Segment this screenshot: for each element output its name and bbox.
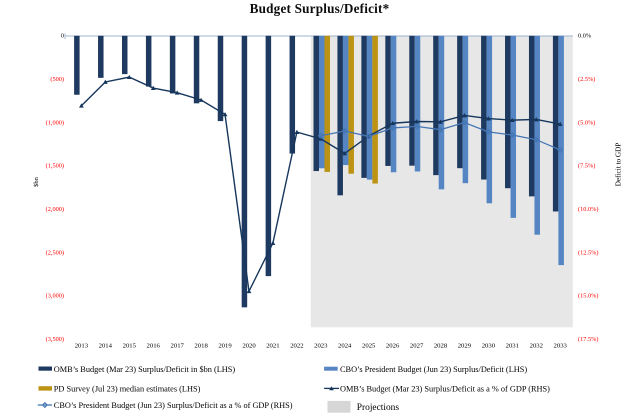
svg-text:(15.0%): (15.0%): [578, 293, 598, 300]
svg-text:OMB’s Budget (Mar 23) Surplus/: OMB’s Budget (Mar 23) Surplus/Deficit in…: [54, 365, 236, 374]
svg-text:2015: 2015: [123, 342, 137, 349]
svg-text:OMB’s Budget (Mar 23) Surplus/: OMB’s Budget (Mar 23) Surplus/Deficit as…: [340, 384, 550, 393]
svg-text:2028: 2028: [434, 342, 448, 349]
svg-text:2013: 2013: [75, 342, 89, 349]
svg-text:2021: 2021: [266, 342, 279, 349]
svg-text:Projections: Projections: [357, 403, 400, 413]
svg-text:(2,500): (2,500): [46, 249, 64, 256]
svg-text:2022: 2022: [290, 342, 303, 349]
svg-text:0.0%: 0.0%: [578, 33, 592, 40]
svg-text:2023: 2023: [314, 342, 328, 349]
svg-text:2026: 2026: [386, 342, 400, 349]
svg-text:(500): (500): [50, 76, 64, 83]
svg-text:CBO’s President Budget (Jun 23: CBO’s President Budget (Jun 23) Surplus/…: [54, 401, 293, 410]
svg-text:(2.5%): (2.5%): [578, 76, 595, 83]
svg-text:(1,500): (1,500): [46, 163, 64, 170]
svg-text:(3,500): (3,500): [46, 336, 64, 343]
svg-text:PD Survey (Jul 23) median esti: PD Survey (Jul 23) median estimates (LHS…: [54, 384, 201, 393]
svg-text:(5.0%): (5.0%): [578, 119, 595, 126]
svg-text:(2,000): (2,000): [46, 206, 64, 213]
svg-text:2014: 2014: [99, 342, 113, 349]
svg-text:2029: 2029: [458, 342, 472, 349]
svg-text:$bn: $bn: [33, 176, 40, 187]
svg-text:Budget Surplus/Deficit*: Budget Surplus/Deficit*: [250, 1, 390, 16]
svg-text:2032: 2032: [530, 342, 543, 349]
svg-text:2017: 2017: [171, 342, 185, 349]
svg-text:(10.0%): (10.0%): [578, 206, 598, 213]
svg-text:CBO’s President Budget (Jun 23: CBO’s President Budget (Jun 23) Surplus/…: [340, 365, 527, 374]
svg-text:2033: 2033: [554, 342, 568, 349]
svg-text:(7.5%): (7.5%): [578, 163, 595, 170]
svg-text:2024: 2024: [338, 342, 352, 349]
svg-text:Deficit to GDP: Deficit to GDP: [615, 143, 623, 187]
svg-text:(12.5%): (12.5%): [578, 249, 598, 256]
svg-text:2019: 2019: [218, 342, 232, 349]
svg-text:0: 0: [61, 33, 64, 40]
svg-text:2027: 2027: [410, 342, 424, 349]
svg-text:(1,000): (1,000): [46, 119, 64, 126]
svg-text:2016: 2016: [147, 342, 161, 349]
svg-text:2018: 2018: [194, 342, 208, 349]
svg-text:2030: 2030: [482, 342, 496, 349]
svg-text:2020: 2020: [242, 342, 256, 349]
svg-text:2031: 2031: [506, 342, 519, 349]
svg-text:2025: 2025: [362, 342, 376, 349]
svg-text:(3,000): (3,000): [46, 293, 64, 300]
svg-text:(17.5%): (17.5%): [578, 336, 598, 343]
